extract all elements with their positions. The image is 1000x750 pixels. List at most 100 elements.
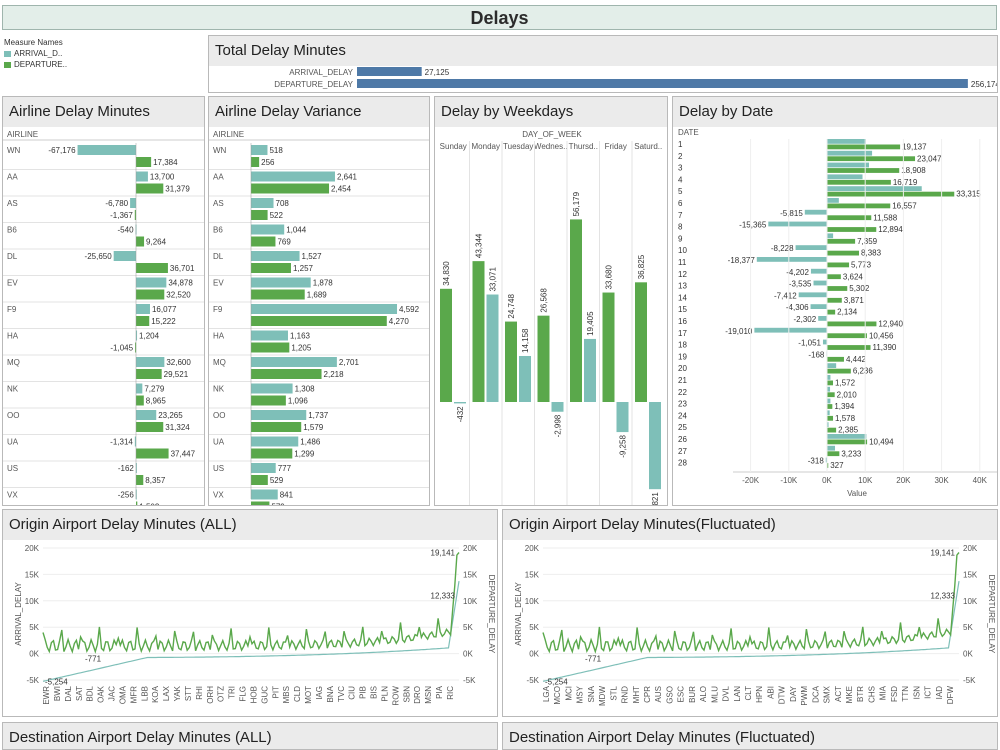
line-ytick-left: -5K (527, 676, 540, 685)
date-data-label: 5,302 (849, 284, 870, 293)
airline-variance-data-label: 522 (270, 211, 284, 220)
weekday-data-label: 33,071 (489, 266, 498, 291)
weekday-bar (537, 315, 550, 402)
total-bar (357, 79, 968, 88)
line-xtick-label: BIS (370, 686, 379, 699)
airline-minutes-category-label: WN (7, 146, 21, 155)
line-xtick-label: IAD (935, 686, 944, 700)
line-xtick-label: ICT (924, 686, 933, 699)
date-axis-title: Value (847, 489, 867, 498)
line-annotation: 19,141 (931, 549, 956, 558)
airline-minutes-data-label: 29,521 (164, 370, 189, 379)
departure-delay-line (42, 552, 460, 654)
line-xtick-label: MHT (632, 686, 641, 703)
date-data-label: 327 (830, 461, 844, 470)
line-xtick-label: MSY (576, 685, 585, 703)
airline-minutes-data-label: 7,279 (144, 385, 165, 394)
airline-minutes-bar (136, 330, 138, 341)
date-data-label: -7,412 (774, 291, 797, 300)
airline-variance-category-label: UA (213, 438, 225, 447)
airline-variance-bar (251, 157, 260, 167)
date-data-label: 12,894 (878, 225, 903, 234)
line-xtick-label: DAL (64, 685, 73, 701)
by-date-header: DATE (678, 128, 699, 137)
date-bar (827, 410, 830, 416)
line-xtick-label: MCO (553, 686, 562, 705)
line-xtick-label: DRO (413, 686, 422, 704)
date-category-label: 3 (678, 164, 683, 173)
page-title: Delays (2, 5, 997, 30)
panel-origin-fluct-title: Origin Airport Delay Minutes(Fluctuated) (503, 510, 997, 540)
airline-minutes-data-label: 31,324 (165, 423, 190, 432)
date-bar (827, 345, 871, 350)
date-bar (827, 392, 835, 398)
date-category-label: 11 (678, 258, 687, 267)
line-ytick-left: 10K (25, 597, 40, 606)
line-xtick-label: FLG (239, 686, 248, 702)
origin-fluct-chart: -5K -5K 0K 0K 5K 5K 10K 10K 15K 15K 20K 20K ARRIVAL_… (514, 544, 996, 706)
date-bar (825, 457, 827, 463)
line-xtick-label: MKE (845, 686, 854, 703)
weekdays-chart: DAY_OF_WEEK Sunday -432 34,830 Monday 33,071 4… (440, 130, 662, 505)
weekday-data-label: -432 (456, 406, 465, 423)
line-xtick-label: CLT (744, 686, 753, 701)
date-data-label: 3,624 (843, 272, 864, 281)
date-category-label: 12 (678, 270, 687, 279)
airline-variance-bar (251, 316, 387, 326)
date-bar (827, 404, 833, 409)
date-category-label: 18 (678, 341, 687, 350)
airline-minutes-bar (136, 357, 165, 367)
legend-item-departure[interactable]: DEPARTURE.. (4, 60, 124, 69)
weekday-data-label: -2,998 (554, 414, 563, 437)
airline-minutes-data-label: 36,701 (170, 264, 195, 273)
total-data-label: 256,174 (971, 80, 998, 89)
date-bar (827, 451, 840, 457)
panel-total-title: Total Delay Minutes (209, 36, 997, 66)
airline-minutes-category-label: OO (7, 411, 19, 420)
panel-weekdays-title: Delay by Weekdays (435, 97, 667, 127)
date-bar (827, 415, 834, 421)
airline-variance-data-label: 518 (269, 146, 283, 155)
line-ytick-left: 15K (525, 570, 540, 579)
line-xtick-label: MOT (304, 686, 313, 704)
airline-variance-data-label: 777 (278, 464, 292, 473)
date-category-label: 8 (678, 223, 683, 232)
line-xtick-label: SAT (75, 686, 84, 701)
airline-minutes-data-label: 13,700 (150, 173, 175, 182)
line-xtick-label: ABI (766, 686, 775, 699)
airline-variance-bar (251, 489, 278, 500)
line-ylabel-right: DEPARTURE_DELAY (987, 575, 996, 654)
airline-minutes-data-label: 1,204 (139, 332, 160, 341)
date-category-label: 7 (678, 211, 683, 220)
airline-minutes-data-label: 8,965 (146, 397, 167, 406)
airline-minutes-data-label: 9,264 (146, 238, 167, 247)
airline-variance-data-label: 1,044 (286, 226, 307, 235)
legend-item-arrival[interactable]: ARRIVAL_D.. (4, 49, 124, 58)
legend-label-departure: DEPARTURE.. (14, 60, 68, 69)
legend: Measure Names ARRIVAL_D.. DEPARTURE.. (4, 36, 124, 69)
weekday-label: Tuesday (503, 142, 533, 151)
line-xtick-label: TVC (337, 686, 346, 702)
date-tick-label: -10K (780, 476, 798, 485)
line-ytick-right: 0K (463, 650, 473, 659)
airline-minutes-category-label: VX (7, 491, 18, 500)
line-ytick-right: -5K (963, 676, 976, 685)
line-xtick-label: HOB (249, 686, 258, 703)
airline-variance-data-label: 4,592 (399, 305, 420, 314)
line-xtick-label: MLU (710, 686, 719, 703)
date-data-label: 18,908 (901, 166, 926, 175)
weekday-data-label: 33,680 (605, 265, 614, 290)
airline-minutes-data-label: 23,265 (158, 411, 183, 420)
line-ytick-left: 5K (529, 623, 539, 632)
date-bar (827, 309, 836, 315)
panel-airline-minutes: Airline Delay Minutes AIRLINE WN -67,176 17… (2, 96, 205, 506)
airline-minutes-data-label: 16,077 (152, 305, 177, 314)
date-data-label: 11,390 (873, 343, 897, 352)
line-ytick-left: 10K (525, 597, 540, 606)
panel-by-date: Delay by Date DATE 1 19,137 2 23,047 3 18,908 4… (672, 96, 998, 506)
airline-minutes-data-label: 34,878 (168, 279, 193, 288)
date-bar (827, 262, 850, 268)
by-date-chart: DATE 1 19,137 2 23,047 3 18,908 4 16,719 5 33,315 6… (678, 128, 997, 498)
line-xtick-label: OTZ (217, 686, 226, 702)
airline-minutes-data-label: -25,650 (85, 252, 113, 261)
